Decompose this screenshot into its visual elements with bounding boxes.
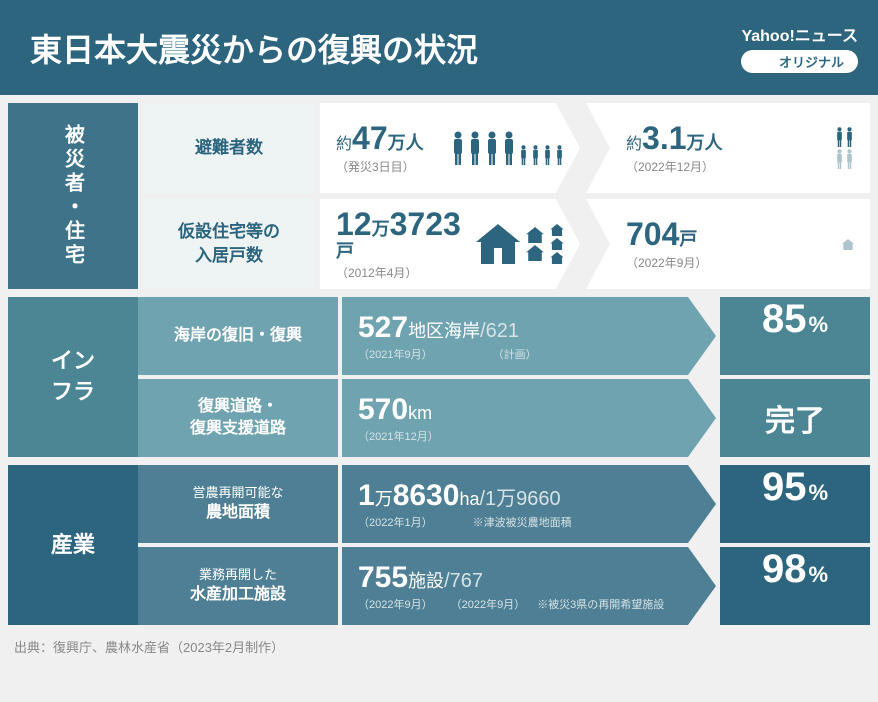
farmland-sub-left: （2022年1月） xyxy=(358,514,433,530)
roads-label: 復興道路・ 復興支援道路 xyxy=(138,379,338,457)
farmland-result: 95% xyxy=(720,465,870,543)
fishery-sub-right: ※被災3県の再開希望施設 xyxy=(537,596,664,612)
section2-label: イン フラ xyxy=(8,297,138,457)
fishery-sub-mid: （2022年9月） xyxy=(451,596,526,612)
housing-after: 704戸 （2022年9月） xyxy=(586,199,870,289)
row-evacuees: 避難者数 約47万人 （発災3日目） xyxy=(144,103,870,193)
section1-body: 避難者数 約47万人 （発災3日目） xyxy=(138,103,870,289)
people-icon-group-large xyxy=(451,131,564,165)
housing-after-sub: （2022年9月） xyxy=(626,254,707,271)
section1-label: 被災者・住宅 xyxy=(8,103,138,289)
page-title: 東日本大震災からの復興の状況 xyxy=(30,25,478,71)
housing-before-sub: （2012年4月） xyxy=(336,264,476,281)
fishery-value: 755施設/767 xyxy=(358,561,664,594)
evacuees-before-sub: （発災3日目） xyxy=(336,158,424,175)
evacuees-after-sub: （2022年12月） xyxy=(626,158,723,175)
farmland-label: 営農再開可能な 農地面積 xyxy=(138,465,338,543)
brand-badge: オリジナル xyxy=(741,50,858,73)
coast-value: 527地区海岸/621 xyxy=(358,311,537,344)
section2-body: 海岸の復旧・復興 527地区海岸/621 （2021年9月） （計画） 85% xyxy=(138,297,870,457)
evacuees-label: 避難者数 xyxy=(144,103,314,193)
infographic-container: 東日本大震災からの復興の状況 Yahoo!ニュース オリジナル 被災者・住宅 避… xyxy=(0,0,878,672)
coast-data: 527地区海岸/621 （2021年9月） （計画） xyxy=(342,297,716,375)
evacuees-after: 約3.1万人 （2022年12月） xyxy=(586,103,870,193)
coast-result: 85% xyxy=(720,297,870,375)
fishery-result: 98% xyxy=(720,547,870,625)
farmland-data: 1万8630ha/1万9660 （2022年1月） ※津波被災農地面積 xyxy=(342,465,716,543)
roads-sub: （2021年12月） xyxy=(358,428,439,444)
evacuees-after-value: 約3.1万人 xyxy=(626,121,723,156)
section-infrastructure: イン フラ 海岸の復旧・復興 527地区海岸/621 （2021年9月） （計画… xyxy=(8,297,870,457)
fishery-data: 755施設/767 （2022年9月） （2022年9月） ※被災3県の再開希望… xyxy=(342,547,716,625)
brand: Yahoo!ニュース オリジナル xyxy=(741,22,858,73)
coast-sub-right: （計画） xyxy=(493,346,537,362)
row-roads: 復興道路・ 復興支援道路 570km （2021年12月） 完了 xyxy=(138,379,870,457)
row-housing: 仮設住宅等の 入居戸数 12万3723戸 （2012年4月） xyxy=(144,199,870,289)
people-icon-group-small xyxy=(835,127,854,169)
house-icon-group xyxy=(476,224,564,264)
coast-sub-left: （2021年9月） xyxy=(358,346,433,362)
source-footer: 出典：復興庁、農林水産省（2023年2月制作） xyxy=(0,625,878,672)
farmland-value: 1万8630ha/1万9660 xyxy=(358,479,572,512)
roads-value: 570km xyxy=(358,393,439,426)
evacuees-before-value: 約47万人 xyxy=(336,121,424,156)
row-farmland: 営農再開可能な 農地面積 1万8630ha/1万9660 （2022年1月） ※… xyxy=(138,465,870,543)
house-icon-small xyxy=(842,239,854,250)
farmland-sub-right: ※津波被災農地面積 xyxy=(473,514,572,530)
row-coast: 海岸の復旧・復興 527地区海岸/621 （2021年9月） （計画） 85% xyxy=(138,297,870,375)
roads-result: 完了 xyxy=(720,379,870,457)
housing-before-value: 12万3723戸 xyxy=(336,207,476,262)
housing-before: 12万3723戸 （2012年4月） xyxy=(320,199,580,289)
evacuees-before: 約47万人 （発災3日目） xyxy=(320,103,580,193)
roads-data: 570km （2021年12月） xyxy=(342,379,716,457)
header: 東日本大震災からの復興の状況 Yahoo!ニュース オリジナル xyxy=(0,0,878,95)
section3-body: 営農再開可能な 農地面積 1万8630ha/1万9660 （2022年1月） ※… xyxy=(138,465,870,625)
section-industry: 産業 営農再開可能な 農地面積 1万8630ha/1万9660 （202 xyxy=(8,465,870,625)
fishery-sub-left: （2022年9月） xyxy=(358,596,433,612)
brand-name: Yahoo!ニュース xyxy=(741,22,858,46)
section-victims-housing: 被災者・住宅 避難者数 約47万人 （発災3日目） xyxy=(8,103,870,289)
coast-label: 海岸の復旧・復興 xyxy=(138,297,338,375)
housing-after-value: 704戸 xyxy=(626,217,707,252)
section3-label: 産業 xyxy=(8,465,138,625)
row-fishery: 業務再開した 水産加工施設 755施設/767 （2022年9月） （2022年… xyxy=(138,547,870,625)
fishery-label: 業務再開した 水産加工施設 xyxy=(138,547,338,625)
housing-label: 仮設住宅等の 入居戸数 xyxy=(144,199,314,289)
